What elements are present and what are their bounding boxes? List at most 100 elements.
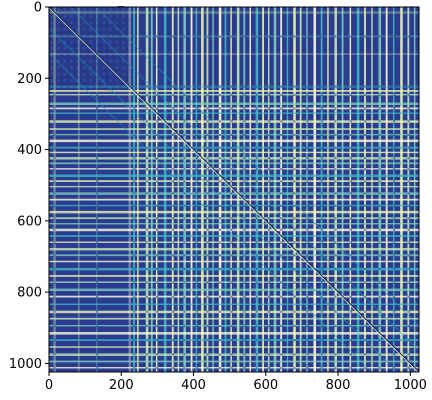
heatmap-cell — [115, 8, 119, 12]
heatmap-cell — [95, 310, 99, 313]
heatmap-cell — [89, 79, 93, 82]
heatmap-cell — [293, 228, 296, 231]
heatmap-cell — [334, 353, 337, 356]
heatmap-cell — [115, 40, 119, 44]
heatmap-cell — [53, 133, 56, 137]
heatmap-cell — [280, 367, 283, 370]
heatmap-cell — [183, 146, 186, 149]
heatmap-cell — [320, 241, 323, 244]
heatmap-column-band — [224, 7, 227, 372]
heatmap-cell — [206, 120, 209, 123]
heatmap-column-band — [385, 7, 388, 372]
heatmap-cell — [364, 353, 367, 356]
heatmap-cell — [243, 241, 246, 244]
heatmap-cell — [392, 228, 396, 231]
heatmap-cell — [320, 146, 323, 149]
heatmap-cell — [392, 120, 396, 123]
heatmap-cell — [95, 204, 99, 207]
heatmap-cell — [407, 367, 410, 370]
heatmap-cell — [280, 180, 283, 183]
heatmap-cell — [102, 34, 106, 37]
heatmap-cell — [195, 353, 198, 356]
heatmap-cell — [218, 339, 221, 342]
heatmap-cell — [320, 267, 323, 271]
heatmap-cell — [56, 72, 60, 76]
heatmap-cell — [392, 93, 396, 97]
heatmap-cell — [171, 339, 175, 342]
heatmap-cell — [95, 72, 99, 76]
heatmap-cell — [89, 34, 93, 37]
heatmap-cell — [243, 353, 246, 356]
heatmap-cell — [255, 204, 258, 207]
heatmap-cell — [63, 66, 67, 70]
heatmap-cell — [280, 168, 283, 171]
heatmap-cell — [293, 324, 296, 328]
heatmap-cell — [171, 241, 175, 244]
heatmap-cell — [171, 310, 175, 313]
heatmap-cell — [195, 192, 198, 195]
heatmap-cell — [195, 339, 198, 342]
heatmap-cell — [171, 157, 175, 160]
heatmap-cell — [206, 295, 209, 298]
heatmap-cell — [407, 204, 410, 207]
y-tick-label: 800 — [17, 286, 42, 301]
heatmap-cell — [320, 85, 323, 88]
heatmap-cell — [407, 217, 410, 220]
heatmap-offdiagonal-streak — [49, 52, 373, 372]
heatmap-cell — [230, 254, 233, 257]
heatmap-cell — [267, 217, 271, 220]
heatmap-cell — [183, 133, 186, 137]
heatmap-cell — [206, 217, 209, 220]
heatmap-cell — [155, 180, 159, 183]
heatmap-row-band — [49, 267, 419, 271]
heatmap-cell — [76, 46, 80, 50]
heatmap-column-band — [267, 7, 270, 372]
heatmap-cell — [183, 120, 186, 123]
heatmap-cell — [145, 85, 149, 88]
heatmap-cell — [349, 353, 352, 356]
heatmap-cell — [378, 267, 381, 271]
heatmap-cell — [280, 254, 283, 257]
heatmap-cell — [280, 133, 283, 137]
heatmap-cell — [230, 367, 233, 370]
heatmap-diagonal-highlight — [49, 7, 419, 372]
heatmap-cell — [95, 217, 99, 220]
heatmap-cell — [364, 146, 367, 149]
heatmap-column-band — [293, 7, 296, 372]
heatmap-cell — [53, 228, 56, 231]
heatmap-row-band — [49, 260, 419, 263]
heatmap-column-band — [262, 7, 264, 372]
heatmap-cell — [378, 157, 381, 160]
heatmap-cell — [95, 241, 99, 244]
plot-frame — [48, 6, 420, 373]
heatmap-cell — [392, 146, 396, 149]
heatmap-cell — [145, 120, 149, 123]
heatmap-row-band — [49, 146, 419, 149]
heatmap-cell — [334, 93, 337, 97]
heatmap-cell — [364, 192, 367, 195]
heatmap-cell — [206, 324, 209, 328]
heatmap-cell — [334, 204, 337, 207]
heatmap-cell — [306, 339, 309, 342]
heatmap-cell — [145, 192, 149, 195]
heatmap-cell — [334, 310, 337, 313]
heatmap-cell — [128, 46, 132, 50]
heatmap-row-band — [49, 53, 419, 55]
heatmap-cell — [183, 35, 186, 38]
heatmap-column-band — [95, 7, 98, 372]
heatmap-cell — [243, 192, 246, 195]
heatmap-cell — [155, 204, 159, 207]
heatmap-cell — [145, 295, 149, 298]
heatmap-cell — [133, 157, 136, 160]
heatmap-cell — [133, 228, 136, 231]
heatmap-cell — [320, 353, 323, 356]
heatmap-cell — [183, 157, 186, 160]
heatmap-cell — [267, 180, 271, 183]
heatmap-column-band — [356, 7, 360, 372]
heatmap-cell — [121, 53, 125, 57]
heatmap-cell — [293, 35, 296, 38]
heatmap-cell — [407, 168, 410, 171]
heatmap-cell — [267, 228, 271, 231]
heatmap-cell — [50, 46, 54, 50]
heatmap-column-band — [77, 7, 80, 372]
